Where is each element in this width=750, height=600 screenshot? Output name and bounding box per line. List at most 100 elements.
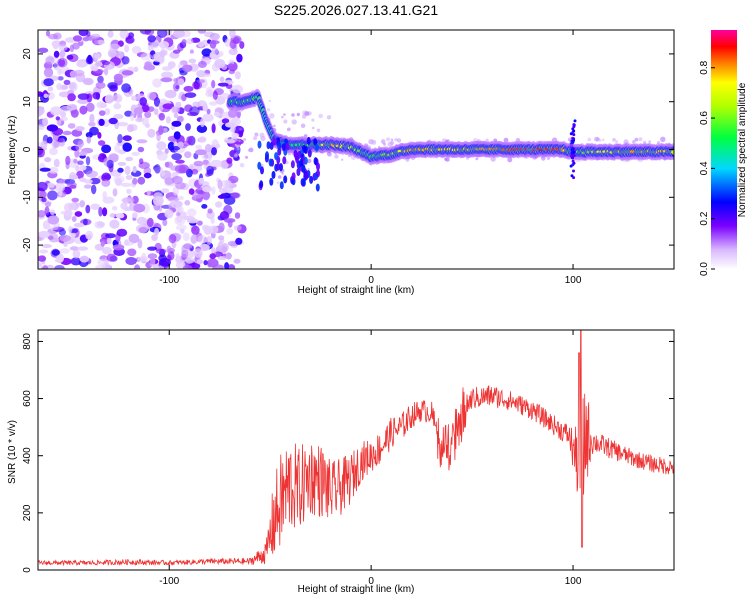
scatter-dot bbox=[254, 132, 259, 137]
noise-blob bbox=[188, 58, 197, 64]
noise-blob bbox=[211, 47, 219, 55]
noise-blob bbox=[86, 136, 92, 144]
noise-blob bbox=[121, 70, 134, 76]
transition-blob bbox=[314, 143, 319, 152]
noise-blob bbox=[106, 253, 117, 262]
noise-blob bbox=[49, 225, 59, 231]
snr-y-tick-label: 0 bbox=[22, 567, 33, 573]
transition-blob bbox=[316, 169, 320, 178]
noise-blob bbox=[177, 141, 184, 148]
noise-blob bbox=[157, 30, 168, 38]
noise-blob bbox=[177, 196, 184, 201]
noise-blob bbox=[167, 196, 180, 202]
y-tick-label: -20 bbox=[22, 237, 33, 252]
noise-blob bbox=[144, 111, 152, 119]
scatter-dot bbox=[632, 140, 636, 144]
noise-blob bbox=[89, 126, 99, 136]
snr-ticks: -100 0 100 0 200 400 600 800 bbox=[22, 330, 674, 587]
noise-blob bbox=[209, 253, 216, 260]
noise-blob bbox=[79, 150, 88, 156]
noise-blob bbox=[207, 208, 213, 214]
transition-blob bbox=[277, 142, 282, 150]
noise-blob bbox=[218, 235, 225, 241]
transition-blob bbox=[303, 146, 308, 154]
noise-blob bbox=[97, 140, 106, 146]
transient-dot bbox=[572, 129, 576, 133]
noise-blob bbox=[184, 151, 192, 159]
noise-blob bbox=[74, 211, 83, 217]
noise-blob bbox=[104, 108, 111, 116]
noise-blob bbox=[152, 78, 162, 88]
noise-blob bbox=[120, 202, 128, 210]
scatter-dot bbox=[638, 137, 643, 142]
noise-blob bbox=[69, 44, 75, 53]
noise-blob bbox=[143, 172, 152, 179]
noise-blob bbox=[211, 186, 216, 195]
noise-blob bbox=[59, 116, 69, 122]
noise-blob bbox=[223, 204, 233, 215]
noise-blob bbox=[211, 147, 217, 156]
noise-blob bbox=[153, 108, 159, 116]
scatter-dot bbox=[318, 113, 324, 119]
noise-blob bbox=[199, 243, 210, 252]
x-tick-label: 100 bbox=[565, 275, 582, 286]
noise-blob bbox=[162, 127, 168, 133]
noise-blob bbox=[113, 175, 125, 184]
noise-blob bbox=[64, 209, 73, 217]
noise-blob bbox=[233, 225, 242, 231]
snr-panel: -100 0 100 0 200 400 600 800 Height of straight… bbox=[7, 329, 675, 595]
ridge-core bbox=[671, 150, 674, 154]
noise-blob bbox=[116, 228, 128, 237]
snr-x-tick-label: 100 bbox=[565, 576, 582, 587]
noise-blob bbox=[215, 143, 221, 149]
transition-blob bbox=[265, 151, 269, 160]
noise-blob bbox=[209, 101, 218, 106]
transient-dot bbox=[570, 174, 574, 178]
noise-blob bbox=[182, 264, 193, 269]
transition-blob bbox=[295, 155, 300, 164]
noise-blob bbox=[193, 160, 204, 167]
noise-blob bbox=[45, 56, 55, 65]
noise-blob bbox=[133, 66, 139, 73]
snr-ylabel: SNR (10 * v/v) bbox=[7, 420, 18, 484]
noise-blob bbox=[182, 232, 190, 242]
scatter-dot bbox=[296, 112, 300, 117]
scatter-dot bbox=[316, 128, 321, 133]
noise-blob bbox=[212, 90, 218, 100]
noise-blob bbox=[234, 71, 241, 80]
noise-blob bbox=[117, 133, 123, 144]
noise-blob bbox=[185, 38, 194, 45]
noise-blob bbox=[147, 253, 158, 260]
scatter-dot bbox=[276, 181, 280, 185]
noise-blob bbox=[98, 110, 106, 116]
noise-blob bbox=[137, 146, 145, 153]
noise-blob bbox=[185, 257, 195, 264]
scatter-dot bbox=[326, 115, 332, 120]
noise-blob bbox=[186, 208, 197, 217]
snr-x-tick-label: 0 bbox=[368, 576, 374, 587]
noise-blob bbox=[149, 257, 156, 267]
noise-blob bbox=[128, 233, 140, 244]
noise-blob bbox=[141, 117, 149, 126]
transition-blob bbox=[316, 162, 320, 171]
noise-blob bbox=[114, 144, 121, 153]
noise-blob bbox=[109, 84, 118, 92]
noise-blob bbox=[176, 211, 181, 217]
noise-blob bbox=[181, 39, 187, 45]
noise-blob bbox=[115, 213, 125, 219]
noise-blob bbox=[83, 184, 92, 189]
transient-dot bbox=[572, 123, 576, 127]
noise-blob bbox=[131, 46, 142, 54]
noise-blob bbox=[202, 103, 208, 112]
noise-blob bbox=[152, 195, 164, 206]
noise-blob bbox=[184, 92, 197, 98]
noise-blob bbox=[39, 190, 47, 198]
noise-blob bbox=[196, 79, 206, 84]
noise-blob bbox=[164, 89, 177, 99]
noise-blob bbox=[79, 200, 85, 208]
noise-blob bbox=[224, 218, 236, 223]
transient-dot bbox=[571, 159, 575, 163]
noise-blob bbox=[186, 136, 193, 144]
noise-blob bbox=[136, 216, 147, 225]
snr-x-tick-label: -100 bbox=[159, 576, 179, 587]
